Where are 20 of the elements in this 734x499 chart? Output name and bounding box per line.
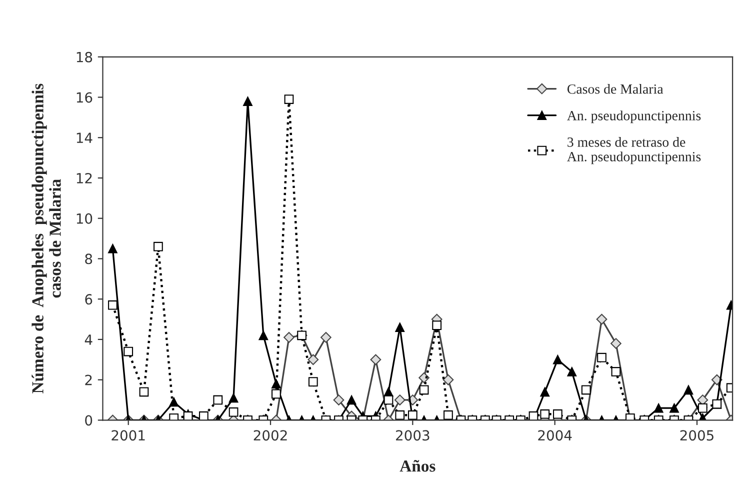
legend-label: Casos de Malaria — [567, 84, 664, 94]
legend-label: An. pseudopunctipennis — [567, 110, 701, 124]
y-tick-label: 14 — [76, 132, 92, 143]
y-axis-title: Número de Anopheles pseudopunctipennis casos de Malaria — [32, 84, 61, 394]
y-tick-label: 8 — [85, 254, 92, 264]
x-tick-label: 2005 — [680, 430, 714, 441]
y-tick-label: 2 — [85, 374, 92, 386]
x-tick-label: 2001 — [112, 430, 145, 441]
x-tick-label: 2002 — [254, 430, 287, 441]
x-axis-title: Años — [400, 460, 436, 472]
legend-label: 3 meses de retraso de An. pseudopunctipennis — [567, 137, 701, 164]
x-tick-label: 2004 — [538, 430, 572, 441]
y-tick-label: 18 — [76, 52, 92, 62]
y-tick-label: 0 — [85, 415, 92, 426]
y-tick-label: 10 — [76, 213, 92, 224]
y-tick-label: 4 — [84, 334, 92, 345]
y-tick-label: 6 — [85, 294, 92, 305]
y-tick-label: 12 — [76, 172, 92, 184]
y-tick-label: 16 — [76, 92, 92, 103]
x-tick-label: 2003 — [396, 430, 430, 441]
